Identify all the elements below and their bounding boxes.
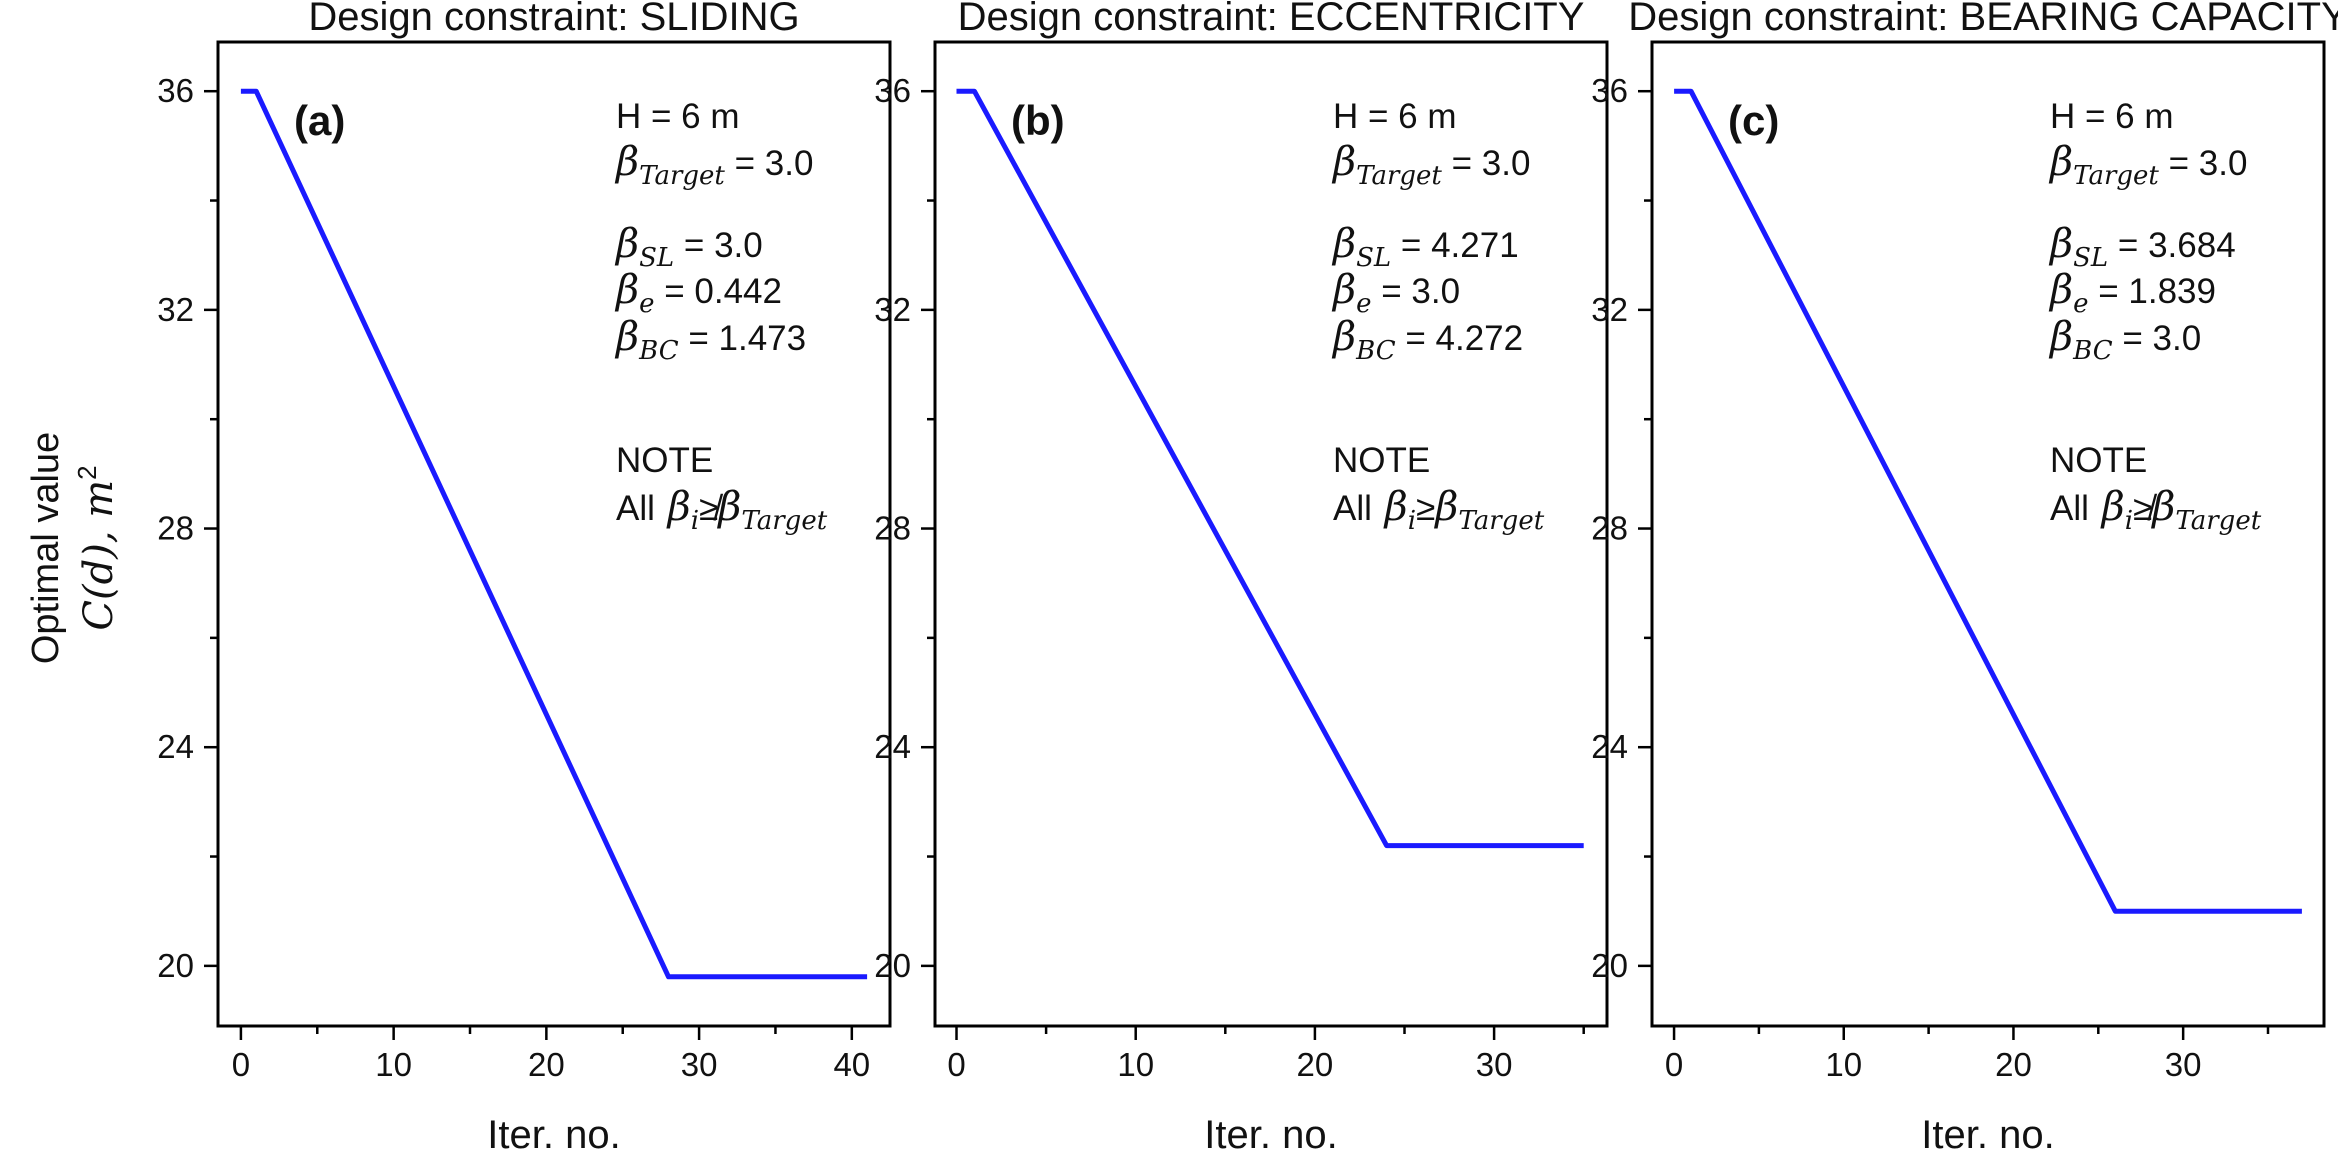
annotation-beta-sl-value: 3.0 [714,226,763,265]
annotation-beta-bc: βBC = 4.272 [1331,314,1523,366]
annotation-beta-e-value: 3.0 [1411,272,1460,311]
annotation-beta-e: βe = 1.839 [2048,267,2216,319]
annotation-beta-e: βe = 0.442 [614,267,782,319]
y-tick-label: 24 [1591,728,1628,765]
annotation-note-heading: NOTE [616,441,713,480]
y-tick-label: 32 [874,291,911,328]
x-axis-label: Iter. no. [1204,1113,1337,1157]
annotation-beta-target-value: 3.0 [765,144,814,183]
y-axis-label-line2: C(d), m2 [72,465,122,630]
y-tick-label: 20 [1591,947,1628,984]
x-tick-label: 0 [1665,1046,1683,1083]
chart-panel-1: Design constraint: SLIDING 0 10 20 30 40 20 24 2… [157,0,892,1157]
y-tick-label: 32 [1591,291,1628,328]
y-tick-label: 28 [157,510,194,547]
x-tick-label: 30 [2165,1046,2202,1083]
annotation-beta-bc-value: 1.473 [719,319,807,358]
x-axis-label: Iter. no. [1921,1113,2054,1157]
x-tick-label: 0 [947,1046,965,1083]
annotation-height: H = 6 m [616,97,740,136]
annotation-note-statement: All βi≱βTarget [616,484,828,536]
x-tick-label: 20 [528,1046,565,1083]
y-tick-label: 32 [157,291,194,328]
annotation-beta-sl-value: 4.271 [1431,226,1519,265]
annotation-beta-target-value: 3.0 [2199,144,2248,183]
chart-panel-3: Design constraint: BEARING CAPACITY 0 10 20… [1591,0,2338,1157]
panels: Design constraint: SLIDING 0 10 20 30 40 20 24 2… [157,0,2338,1157]
annotation-beta-sl-value: 3.684 [2148,226,2236,265]
series-line-1 [1674,88,2302,914]
panel-label: (c) [1728,97,1779,144]
x-tick-label: 40 [833,1046,870,1083]
annotation-note-statement: All βi≱βTarget [2050,484,2262,536]
x-tick-label: 10 [1825,1046,1862,1083]
chart-title: Design constraint: SLIDING [308,0,799,39]
x-tick-label: 30 [681,1046,718,1083]
annotation-beta-sl: βSL = 3.684 [2048,221,2236,273]
y-axis-label-exponent: 2 [72,465,102,479]
series-line-1 [956,88,1584,849]
annotation-beta-e: βe = 3.0 [1331,267,1460,319]
annotation-beta-target: βTarget = 3.0 [2048,139,2247,191]
y-tick-label: 36 [157,72,194,109]
annotation-beta-sl: βSL = 3.0 [614,221,763,273]
x-tick-label: 30 [1476,1046,1513,1083]
y-axis-label-line1: Optimal value [25,432,67,664]
series-line-1 [240,88,868,980]
chart-title: Design constraint: BEARING CAPACITY [1628,0,2338,39]
y-tick-label: 20 [874,947,911,984]
y-tick-label: 24 [157,728,194,765]
y-tick-label: 28 [1591,510,1628,547]
annotation-note-heading: NOTE [2050,441,2147,480]
annotation-beta-bc: βBC = 1.473 [614,314,806,366]
annotation-note-statement: All βi≥βTarget [1333,484,1545,536]
panel-label: (a) [294,97,345,144]
annotation-beta-e-value: 0.442 [694,272,782,311]
annotation-beta-target: βTarget = 3.0 [614,139,813,191]
chart-title: Design constraint: ECCENTRICITY [958,0,1585,39]
annotation-beta-target: βTarget = 3.0 [1331,139,1530,191]
y-tick-label: 36 [874,72,911,109]
plot-frame [933,40,1609,1028]
y-tick-label: 28 [874,510,911,547]
y-tick-label: 20 [157,947,194,984]
plot-frame [1650,40,2326,1028]
chart-panel-2: Design constraint: ECCENTRICITY 0 10 20 30 20… [874,0,1609,1157]
annotation-beta-bc: βBC = 3.0 [2048,314,2201,366]
x-tick-label: 20 [1297,1046,1334,1083]
x-tick-label: 10 [375,1046,412,1083]
plot-frame [216,40,892,1028]
annotation-height: H = 6 m [1333,97,1457,136]
annotation-beta-e-value: 1.839 [2128,272,2216,311]
annotation-beta-bc-value: 3.0 [2153,319,2202,358]
annotation-beta-target-value: 3.0 [1482,144,1531,183]
x-axis-label: Iter. no. [487,1113,620,1157]
y-axis-label-main: C(d), m [76,480,122,631]
x-tick-label: 10 [1117,1046,1154,1083]
y-tick-label: 24 [874,728,911,765]
x-tick-label: 20 [1995,1046,2032,1083]
annotation-beta-sl: βSL = 4.271 [1331,221,1519,273]
y-tick-label: 36 [1591,72,1628,109]
annotation-beta-bc-value: 4.272 [1436,319,1524,358]
annotation-note-heading: NOTE [1333,441,1430,480]
annotation-height: H = 6 m [2050,97,2174,136]
panel-label: (b) [1011,97,1065,144]
x-tick-label: 0 [232,1046,250,1083]
